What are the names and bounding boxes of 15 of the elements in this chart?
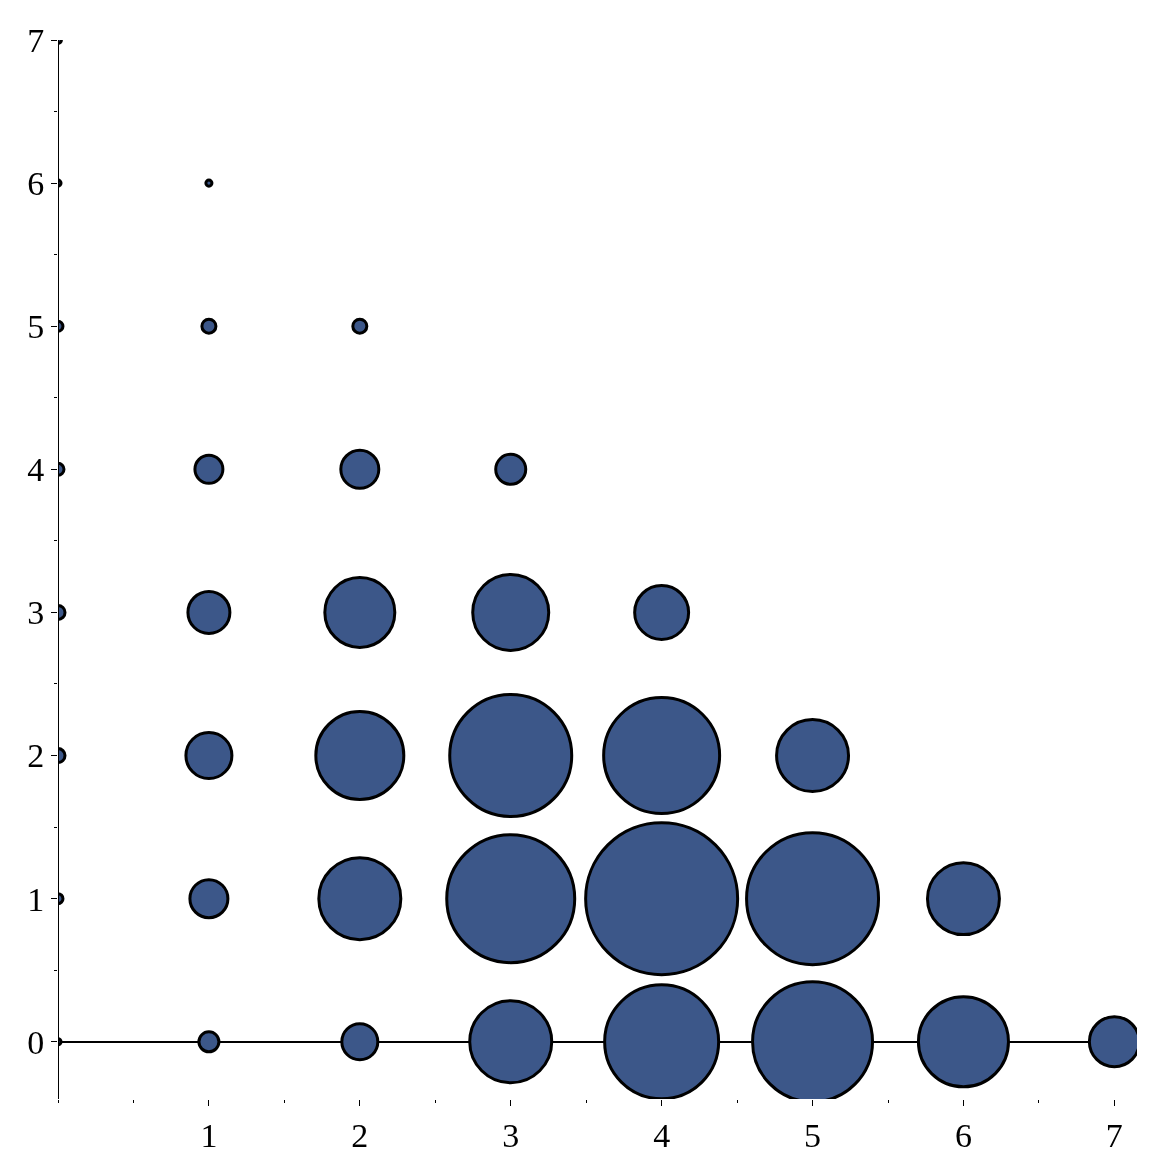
y-tick-label: 3	[27, 594, 45, 632]
y-tick-label: 1	[27, 880, 45, 918]
x-tick-label: 5	[804, 1116, 822, 1154]
y-tick-label: 4	[27, 451, 45, 489]
y-tick-label: 0	[27, 1023, 45, 1061]
x-tick-label: 7	[1105, 1116, 1123, 1154]
y-tick-label: 7	[27, 21, 45, 59]
x-tick-label: 6	[954, 1116, 972, 1154]
x-tick-label: 3	[502, 1116, 520, 1154]
y-tick-label: 2	[27, 737, 45, 775]
x-tick-label: 4	[653, 1116, 671, 1154]
y-tick-label: 5	[27, 308, 45, 346]
x-tick-label: 2	[351, 1116, 369, 1154]
x-tick-label: 1	[200, 1116, 218, 1154]
y-tick-label: 6	[27, 165, 45, 203]
